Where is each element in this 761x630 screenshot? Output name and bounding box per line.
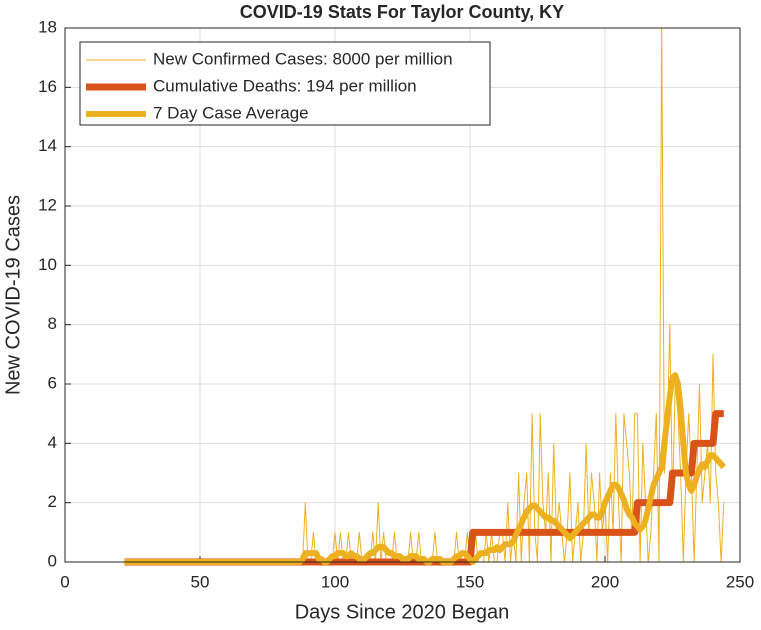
x-tick-label: 250 xyxy=(726,572,754,591)
y-tick-label: 6 xyxy=(48,373,57,392)
y-tick-label: 16 xyxy=(38,77,57,96)
x-tick-label: 100 xyxy=(321,572,349,591)
y-tick-label: 14 xyxy=(38,136,57,155)
x-tick-label: 0 xyxy=(60,572,69,591)
y-tick-label: 18 xyxy=(38,17,57,36)
y-tick-label: 10 xyxy=(38,255,57,274)
x-tick-label: 150 xyxy=(456,572,484,591)
x-tick-label: 200 xyxy=(591,572,619,591)
legend-label: New Confirmed Cases: 8000 per million xyxy=(153,49,453,68)
legend-label: Cumulative Deaths: 194 per million xyxy=(153,76,417,95)
y-tick-label: 4 xyxy=(48,433,57,452)
y-tick-label: 12 xyxy=(38,195,57,214)
axes-box xyxy=(64,27,741,563)
legend-box xyxy=(79,41,491,126)
y-tick-label: 8 xyxy=(48,314,57,333)
y-axis-label: New COVID-19 Cases xyxy=(2,195,24,395)
series-line xyxy=(124,372,727,565)
legend-label: 7 Day Case Average xyxy=(153,103,309,122)
x-tick-label: 50 xyxy=(191,572,210,591)
y-tick-label: 2 xyxy=(48,492,57,511)
x-axis-label: Days Since 2020 Began xyxy=(295,601,510,623)
chart-title: COVID-19 Stats For Taylor County, KY xyxy=(240,2,564,22)
y-tick-label: 0 xyxy=(48,551,57,570)
